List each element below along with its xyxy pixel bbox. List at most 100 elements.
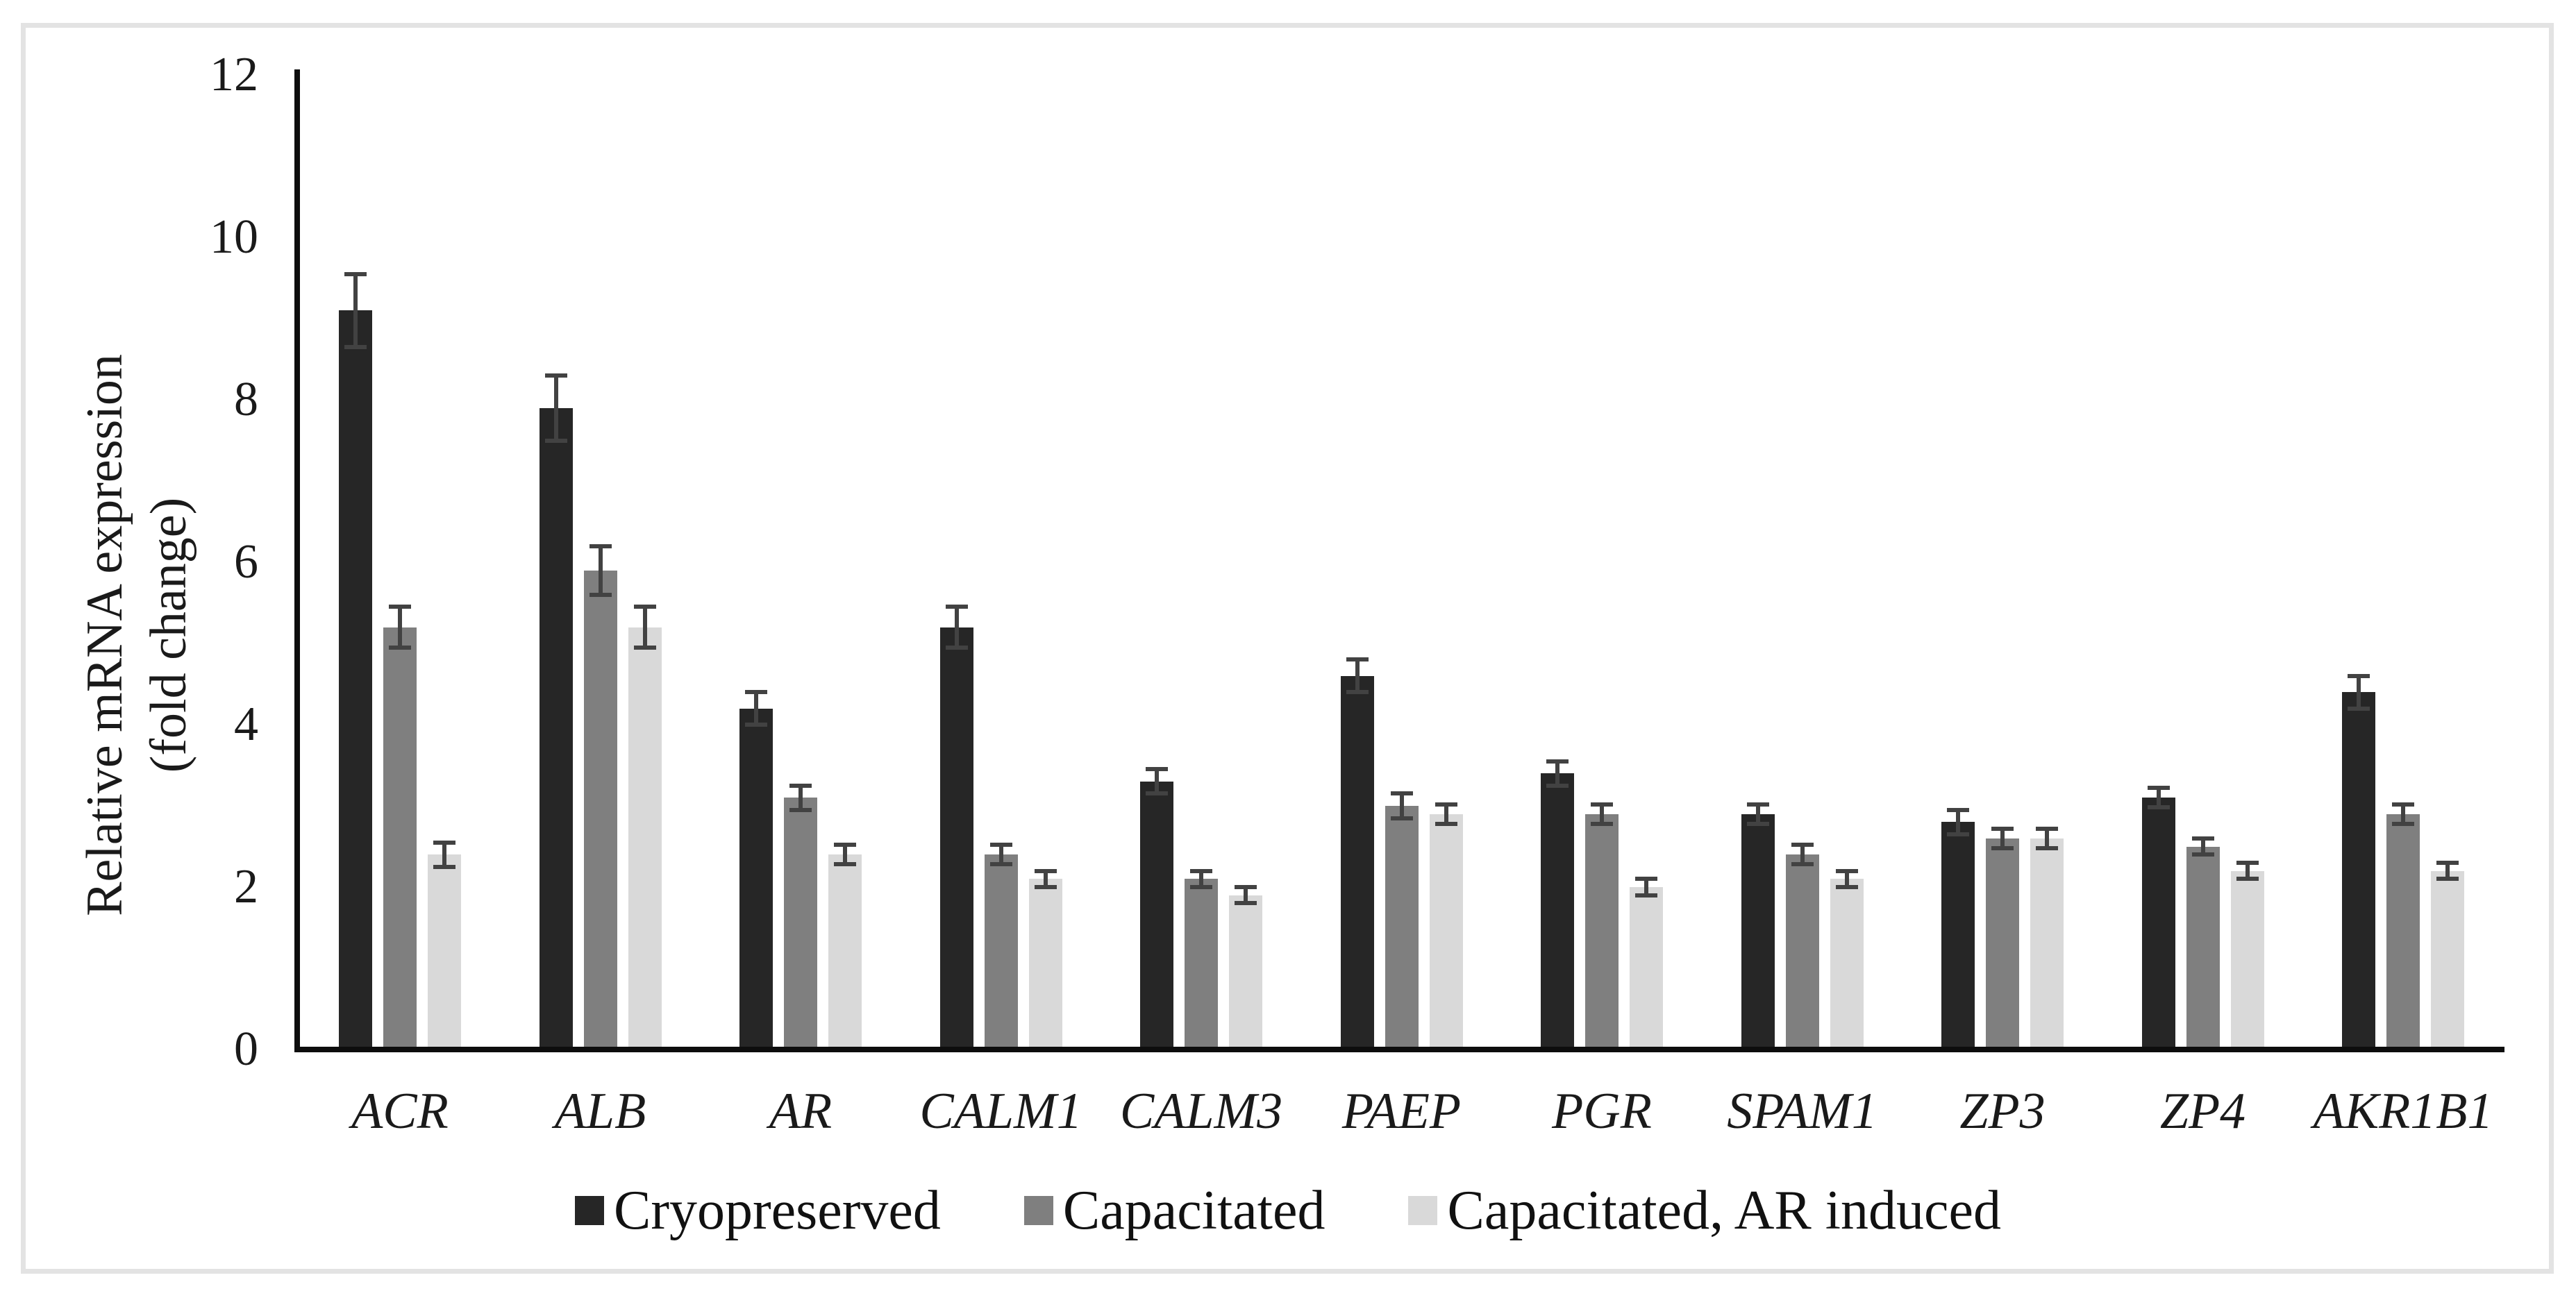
- error-bar-line: [1355, 659, 1360, 693]
- error-bar-line: [442, 842, 446, 867]
- legend-item-cryopreserved: Cryopreserved: [574, 1176, 941, 1245]
- error-bar-cap-bottom: [1435, 821, 1457, 826]
- error-bar-cap-top: [2236, 860, 2259, 865]
- error-bar-cap-top: [433, 840, 455, 845]
- x-axis-label-AR: AR: [769, 1083, 833, 1140]
- bar-PAEP-cryopreserved: [1340, 675, 1374, 1050]
- bar-SPAM1-capacitated-ar-induced: [1830, 879, 1864, 1050]
- bar-AKR1B1-cryopreserved: [2342, 692, 2375, 1050]
- error-bar-cap-bottom: [834, 862, 856, 867]
- error-bar-cap-bottom: [2147, 805, 2170, 810]
- error-bar-cap-bottom: [2036, 845, 2058, 850]
- error-bar-line: [2200, 838, 2205, 855]
- bar-ZP4-capacitated: [2186, 846, 2220, 1050]
- x-axis-label-SPAM1: SPAM1: [1727, 1083, 1877, 1140]
- bar-CALM1-capacitated-ar-induced: [1028, 879, 1062, 1050]
- legend-item-capacitated: Capacitated: [1023, 1176, 1325, 1245]
- error-bar-cap-top: [1146, 767, 1168, 772]
- chart-legend: Cryopreserved Capacitated Capacitated, AR …: [0, 1172, 2576, 1249]
- error-bar-line: [1399, 793, 1404, 818]
- error-bar-cap-top: [1390, 791, 1413, 796]
- error-bar-cap-bottom: [1791, 862, 1814, 867]
- error-bar-cap-top: [2436, 860, 2459, 865]
- error-bar-cap-top: [1591, 802, 1613, 807]
- bar-ACR-capacitated: [383, 627, 417, 1050]
- bar-ALB-capacitated-ar-induced: [628, 627, 662, 1050]
- error-bar-line: [1444, 804, 1448, 824]
- x-axis-label-ACR: ACR: [351, 1083, 449, 1140]
- x-axis-label-PAEP: PAEP: [1341, 1083, 1462, 1140]
- bar-PGR-cryopreserved: [1541, 773, 1574, 1050]
- y-tick-label-6: 6: [234, 535, 258, 589]
- error-bar-cap-bottom: [344, 344, 367, 349]
- y-axis-title: Relative mRNA expression (fold change): [73, 354, 201, 916]
- y-tick-label-10: 10: [210, 210, 258, 264]
- error-bar-cap-top: [1346, 657, 1369, 662]
- error-bar-line: [642, 607, 647, 648]
- bar-CALM3-cryopreserved: [1140, 781, 1173, 1050]
- error-bar-line: [2357, 675, 2361, 709]
- error-bar-cap-bottom: [1346, 690, 1369, 695]
- bar-AR-cryopreserved: [739, 708, 773, 1050]
- error-bar-cap-top: [1235, 885, 1257, 889]
- error-bar-cap-top: [344, 271, 367, 276]
- bar-ZP4-cryopreserved: [2141, 798, 2175, 1050]
- error-bar-cap-bottom: [745, 723, 767, 727]
- error-bar-cap-top: [1034, 868, 1057, 873]
- error-bar-cap-bottom: [1546, 783, 1569, 788]
- error-bar-line: [754, 692, 758, 725]
- error-bar-cap-bottom: [2191, 852, 2214, 857]
- y-tick-label-0: 0: [234, 1022, 258, 1076]
- bar-ZP3-capacitated-ar-induced: [2030, 838, 2064, 1050]
- error-bar-cap-top: [589, 543, 612, 548]
- error-bar-line: [1644, 879, 1648, 895]
- error-bar-cap-top: [745, 690, 767, 695]
- x-axis-label-CALM1: CALM1: [919, 1083, 1082, 1140]
- bar-AKR1B1-capacitated: [2386, 814, 2420, 1050]
- bar-ALB-cryopreserved: [539, 407, 573, 1050]
- error-bar-line: [998, 845, 1003, 865]
- error-bar-cap-top: [1791, 843, 1814, 848]
- error-bar-cap-bottom: [2436, 877, 2459, 882]
- error-bar-line: [798, 785, 803, 810]
- error-bar-cap-top: [789, 783, 812, 788]
- error-bar-cap-top: [1947, 807, 1969, 812]
- error-bar-line: [1199, 870, 1203, 887]
- error-bar-line: [1956, 809, 1960, 834]
- error-bar-cap-bottom: [544, 438, 567, 443]
- error-bar-line: [1600, 804, 1604, 824]
- bar-AR-capacitated-ar-induced: [828, 854, 862, 1050]
- error-bar-cap-bottom: [1146, 791, 1168, 796]
- error-bar-cap-bottom: [633, 645, 656, 650]
- error-bar-cap-bottom: [2236, 877, 2259, 882]
- error-bar-cap-bottom: [1746, 821, 1769, 826]
- error-bar-cap-bottom: [2348, 706, 2370, 711]
- error-bar-line: [843, 845, 847, 865]
- bar-PGR-capacitated-ar-induced: [1630, 887, 1663, 1050]
- error-bar-cap-bottom: [989, 862, 1012, 867]
- bar-CALM1-capacitated: [984, 854, 1018, 1050]
- error-bar-cap-top: [633, 605, 656, 609]
- y-tick-label-8: 8: [234, 373, 258, 426]
- error-bar-cap-bottom: [1190, 885, 1212, 889]
- y-tick-label-4: 4: [234, 698, 258, 751]
- error-bar-cap-top: [2392, 802, 2414, 807]
- x-axis-label-PGR: PGR: [1552, 1083, 1652, 1140]
- error-bar-cap-top: [1546, 759, 1569, 764]
- legend-label: Cryopreserved: [613, 1180, 941, 1241]
- x-axis-label-CALM3: CALM3: [1119, 1083, 1283, 1140]
- error-bar-line: [1755, 804, 1760, 824]
- x-axis-label-AKR1B1: AKR1B1: [2313, 1083, 2493, 1140]
- bar-ZP3-cryopreserved: [1941, 822, 1975, 1050]
- error-bar-line: [2156, 788, 2161, 808]
- legend-swatch-icon: [1023, 1196, 1053, 1225]
- bar-ACR-capacitated-ar-induced: [428, 854, 461, 1050]
- error-bar-cap-bottom: [1835, 885, 1858, 889]
- y-tick-label-2: 2: [234, 860, 258, 913]
- error-bar-cap-top: [544, 373, 567, 378]
- error-bar-line: [1555, 761, 1559, 786]
- bar-ZP4-capacitated-ar-induced: [2230, 870, 2264, 1050]
- error-bar-cap-top: [989, 843, 1012, 848]
- error-bar-line: [2000, 828, 2005, 848]
- x-axis-label-ALB: ALB: [554, 1083, 646, 1140]
